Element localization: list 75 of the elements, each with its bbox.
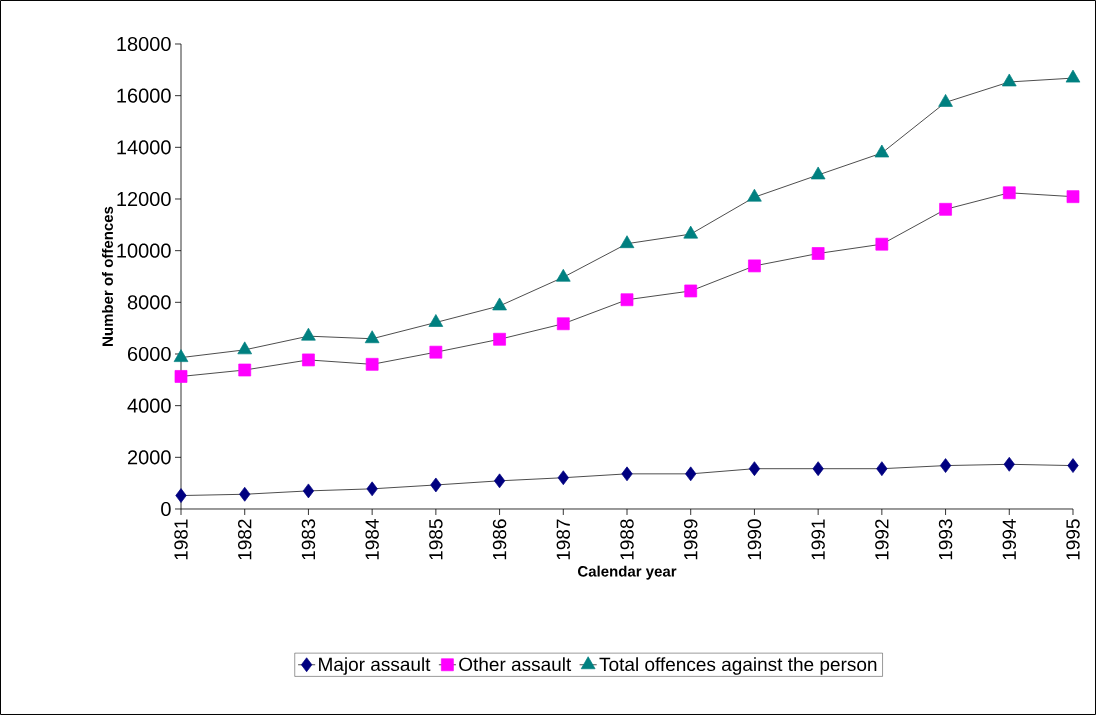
y-tick-label: 2000 (127, 450, 171, 465)
x-tick-label: 1995 (1066, 519, 1080, 560)
y-tick-label: 18000 (117, 36, 171, 52)
point (747, 188, 762, 202)
point (428, 314, 444, 327)
x-tick-label: 1987 (556, 519, 571, 560)
point (811, 247, 825, 260)
point (557, 470, 569, 486)
x-tick-label: 1984 (365, 519, 379, 560)
point (1067, 458, 1079, 473)
point (175, 488, 187, 503)
point (430, 477, 442, 493)
x-tick-label: 1981 (174, 519, 188, 560)
x-tick-label: 1990 (747, 519, 762, 560)
point (1003, 456, 1015, 472)
point (239, 486, 251, 502)
point (366, 481, 378, 497)
point (810, 166, 826, 180)
point (684, 284, 698, 298)
point (492, 297, 507, 311)
point (556, 317, 570, 331)
x-tick-label: 1985 (429, 519, 443, 560)
point (1065, 69, 1081, 83)
x-tick-label: 1988 (620, 519, 634, 560)
point (493, 332, 506, 346)
point (748, 259, 761, 273)
point (302, 483, 315, 499)
x-tick-label: 1989 (683, 519, 698, 560)
point (939, 202, 952, 216)
legend-label: Major assault (319, 657, 431, 675)
x-tick-label: 1992 (875, 519, 889, 560)
point (1002, 73, 1017, 87)
point (812, 461, 824, 477)
y-tick-label: 6000 (128, 346, 171, 362)
point (683, 225, 698, 239)
point (748, 461, 761, 477)
point (939, 458, 952, 473)
point (620, 293, 634, 307)
legend-label: Total offences against the person (599, 657, 877, 675)
x-axis-title: Calendar year (578, 565, 677, 580)
point (556, 268, 571, 282)
point (174, 370, 188, 383)
point (685, 466, 697, 482)
point (621, 466, 633, 482)
x-tick-label: 1994 (1002, 519, 1017, 560)
point (875, 237, 889, 251)
point (874, 144, 890, 158)
y-axis-title: Number of offences (101, 206, 113, 346)
x-tick-label: 1983 (301, 519, 316, 560)
y-tick-label: 10000 (117, 243, 171, 258)
point (493, 473, 506, 489)
point (365, 357, 379, 371)
point (302, 353, 315, 367)
y-tick-label: 14000 (117, 140, 171, 155)
point (429, 345, 443, 359)
y-tick-label: 0 (161, 501, 171, 517)
y-tick-label: 16000 (117, 88, 171, 103)
x-tick-label: 1982 (237, 519, 252, 560)
point (173, 349, 189, 362)
point (238, 363, 252, 377)
x-tick-label: 1993 (938, 519, 953, 560)
legend-label: Other assault (459, 657, 572, 672)
point (1066, 190, 1080, 204)
point (237, 341, 252, 355)
point (938, 94, 953, 107)
y-tick-label: 8000 (127, 295, 171, 310)
y-tick-label: 4000 (127, 398, 171, 413)
point (1002, 186, 1016, 200)
x-tick-label: 1986 (492, 519, 507, 560)
x-tick-label: 1991 (811, 519, 825, 560)
point (301, 327, 316, 341)
point (619, 235, 635, 249)
point (876, 461, 888, 477)
y-tick-label: 12000 (117, 191, 171, 207)
point (364, 330, 380, 344)
